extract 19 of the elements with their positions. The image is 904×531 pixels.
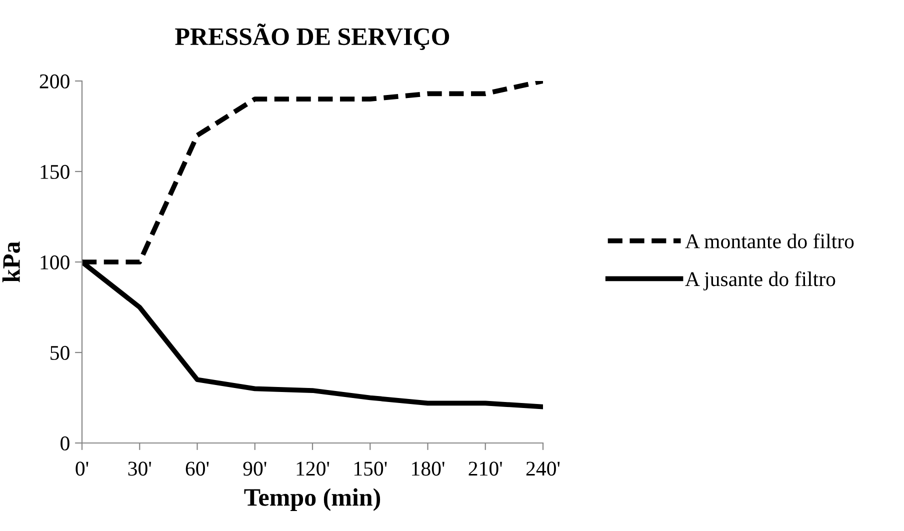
x-tick-label: 210'	[468, 462, 502, 476]
x-axis-title: Tempo (min)	[244, 488, 380, 511]
x-tick-label: 60'	[186, 462, 209, 476]
chart-title: PRESSÃO DE SERVIÇO	[175, 23, 450, 50]
y-axis-title: kPa	[2, 242, 20, 282]
x-tick-label: 240'	[526, 462, 560, 476]
x-tick-label: 150'	[354, 462, 387, 476]
x-tick-label: 180'	[412, 462, 444, 476]
x-tick-label: 120'	[296, 462, 330, 476]
y-tick-label: 200	[40, 74, 70, 88]
legend-label: A jusante do filtro	[685, 271, 836, 290]
legend-label: A montante do filtro	[685, 233, 854, 248]
y-tick-label: 50	[50, 346, 70, 360]
y-tick-label: 150	[40, 164, 70, 179]
y-tick-label: 100	[40, 255, 70, 270]
x-tick-label: 30'	[128, 462, 152, 476]
x-tick-label: 90'	[243, 462, 266, 476]
x-tick-label: 0'	[76, 462, 88, 476]
y-tick-label: 0	[60, 436, 70, 450]
